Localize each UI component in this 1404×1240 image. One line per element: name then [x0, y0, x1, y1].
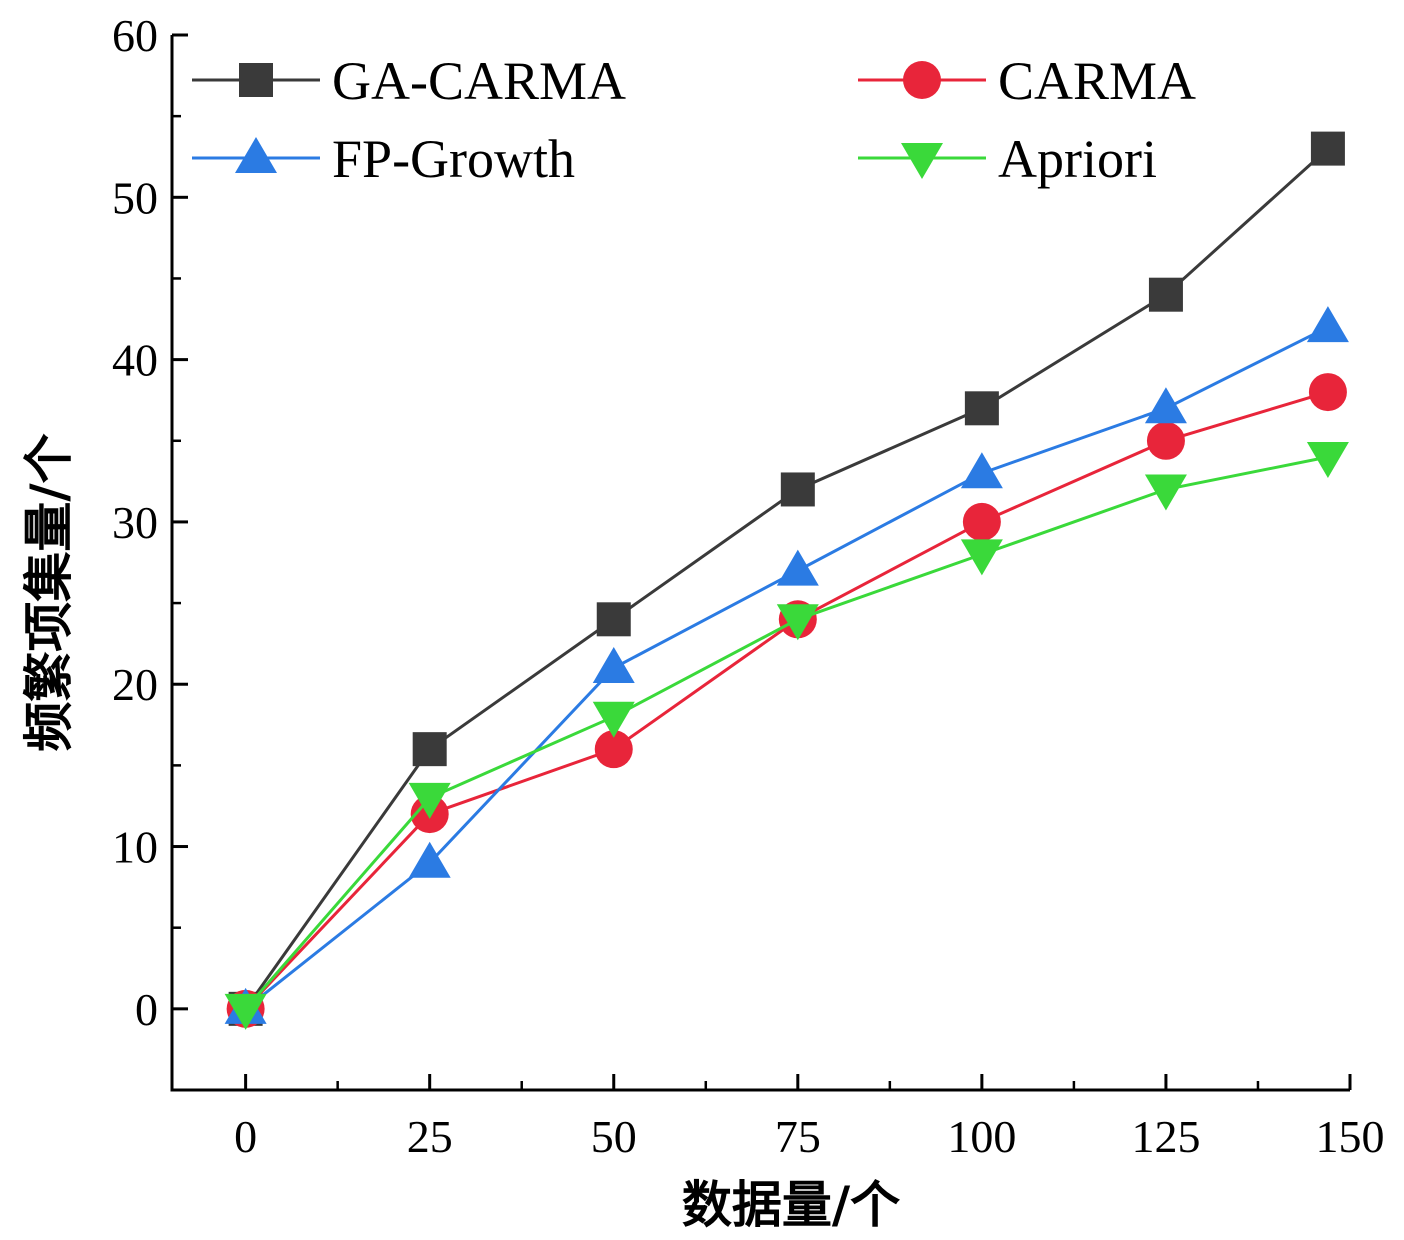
legend-item: Apriori	[858, 129, 1157, 189]
data-point	[1144, 387, 1187, 424]
data-point	[1308, 373, 1347, 412]
y-tick-label: 30	[112, 497, 158, 548]
x-axis-title: 数据量/个	[682, 1176, 900, 1234]
legend-marker	[239, 63, 273, 97]
data-point	[1148, 277, 1183, 312]
legend-marker	[903, 61, 941, 99]
data-point	[1310, 131, 1345, 166]
legend-marker	[235, 137, 277, 173]
x-tick-label: 0	[234, 1111, 257, 1162]
y-tick-label: 60	[112, 10, 158, 61]
data-point	[964, 391, 999, 426]
legend-marker	[901, 143, 943, 179]
data-point	[594, 730, 633, 769]
legend-label: FP-Growth	[332, 129, 575, 189]
x-tick-label: 150	[1316, 1111, 1385, 1162]
data-point	[776, 604, 819, 641]
y-tick-label: 50	[112, 172, 158, 223]
series-layer	[224, 131, 1349, 1030]
data-point	[780, 472, 815, 507]
legend-item: FP-Growth	[192, 129, 575, 189]
series-line	[244, 455, 1329, 1010]
series-apriori	[224, 442, 1349, 1030]
legend-item: GA-CARMA	[192, 51, 626, 111]
data-point	[1306, 442, 1349, 478]
legend-item: CARMA	[858, 51, 1196, 111]
legend-label: GA-CARMA	[332, 51, 626, 111]
x-tick-label: 100	[947, 1111, 1016, 1162]
data-point	[962, 502, 1001, 541]
series-carma	[226, 373, 1347, 1028]
x-tick-label: 125	[1131, 1111, 1200, 1162]
data-point	[776, 549, 819, 586]
data-point	[412, 732, 447, 767]
legend: GA-CARMA CARMA FP-Growth Apriori	[192, 51, 1196, 189]
data-point	[592, 647, 635, 683]
x-tick-label: 75	[775, 1111, 821, 1162]
legend-label: Apriori	[998, 129, 1157, 189]
data-point	[1146, 421, 1185, 460]
data-point	[592, 701, 635, 738]
legend-label: CARMA	[998, 51, 1196, 111]
data-point	[1144, 474, 1187, 511]
x-tick-label: 50	[591, 1111, 637, 1162]
data-point	[1306, 306, 1349, 343]
y-tick-label: 40	[112, 335, 158, 386]
y-tick-label: 20	[112, 659, 158, 710]
data-point	[596, 602, 631, 637]
y-tick-label: 0	[135, 984, 158, 1035]
series-fp-growth	[224, 306, 1349, 1024]
y-axis-title: 频繁项集量/个	[20, 433, 78, 751]
axes: 0 10 20 30 40 50 60 0 25 50 75 100 125 150	[112, 10, 1385, 1162]
data-point	[224, 993, 267, 1030]
x-tick-label: 25	[407, 1111, 453, 1162]
y-tick-label: 10	[112, 822, 158, 873]
data-point	[960, 452, 1003, 489]
data-point	[408, 841, 451, 878]
data-point	[408, 782, 451, 819]
data-point	[960, 539, 1003, 576]
